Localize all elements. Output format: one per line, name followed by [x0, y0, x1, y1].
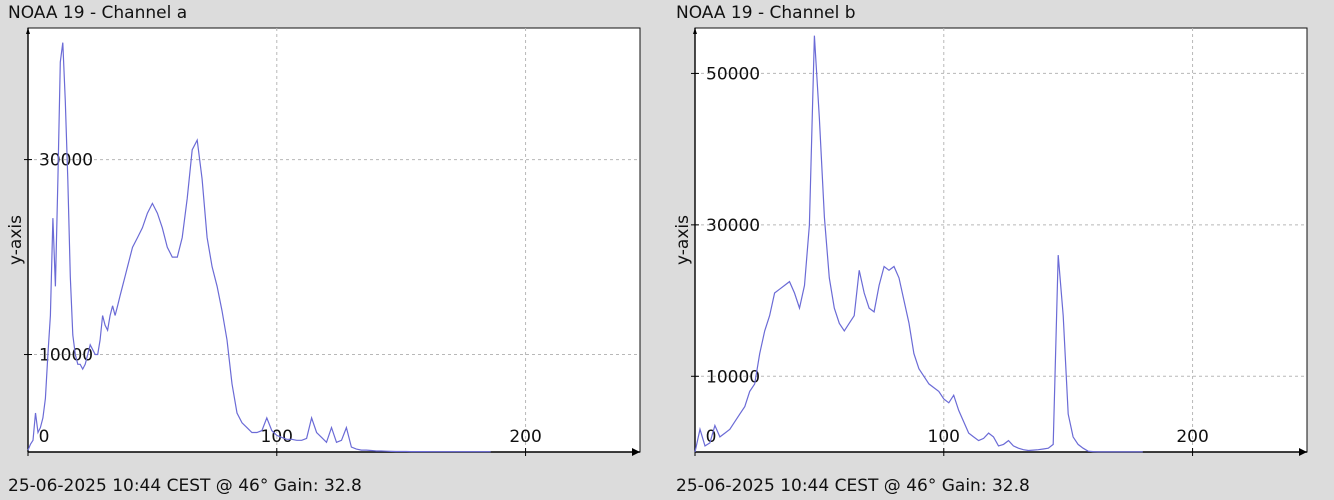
- chart-title: NOAA 19 - Channel b: [676, 3, 856, 23]
- line-chart: 0 100 200 10000 30000 y-axis: [6, 27, 641, 456]
- x-axis-arrow: [1299, 448, 1307, 456]
- x-tick-label: 200: [509, 427, 541, 447]
- x-tick-label: 0: [39, 427, 50, 447]
- x-tick-label: 100: [261, 427, 293, 447]
- x-tick-label: 100: [928, 427, 960, 447]
- y-axis-arrow: [26, 28, 30, 34]
- chart-footer: 25-06-2025 10:44 CEST @ 46° Gain: 32.8: [8, 476, 362, 496]
- y-axis-label: y-axis: [6, 215, 26, 265]
- y-axis-label: y-axis: [673, 215, 693, 265]
- plot-area: [27, 27, 641, 453]
- y-tick-label: 30000: [39, 151, 93, 171]
- y-axis-arrow: [693, 28, 697, 34]
- series-line: [694, 35, 1143, 453]
- y-tick-label: 30000: [706, 216, 760, 236]
- x-axis-arrow: [632, 448, 640, 456]
- y-tick-label: 50000: [706, 64, 760, 84]
- chart-panel-a: NOAA 19 - Channel a 0 100 200 10000 30000 y-a…: [6, 3, 641, 496]
- x-tick-label: 200: [1176, 427, 1208, 447]
- y-tick-label: 10000: [706, 367, 760, 387]
- plot-area: [694, 27, 1308, 453]
- series-line: [27, 42, 491, 453]
- chart-panel-b: NOAA 19 - Channel b 0 100 200 10000 30000 500…: [667, 0, 1334, 500]
- y-tick-label: 10000: [39, 346, 93, 366]
- chart-title: NOAA 19 - Channel a: [8, 3, 188, 23]
- chart-footer: 25-06-2025 10:44 CEST @ 46° Gain: 32.8: [676, 476, 1030, 496]
